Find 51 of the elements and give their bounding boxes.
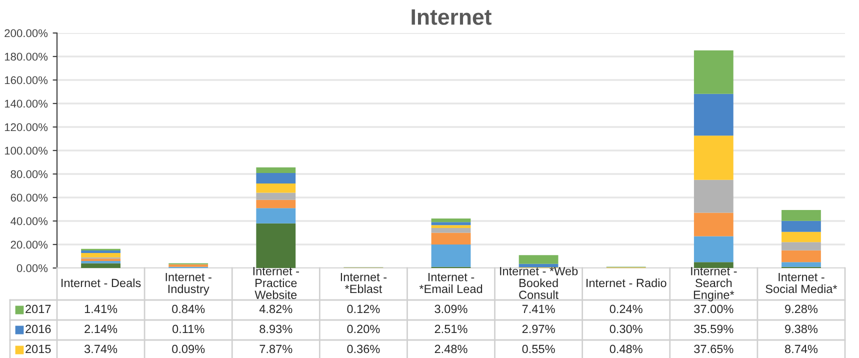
- x-tick-label: Internet - Industry: [166, 273, 212, 296]
- data-label: 4.82%: [259, 304, 292, 314]
- y-tick-label: 100.00%: [4, 146, 48, 155]
- data-label: 9.38%: [785, 324, 818, 334]
- data-label: 7.41%: [522, 304, 555, 314]
- data-label: 2.51%: [434, 324, 468, 334]
- data-label: 3.74%: [84, 344, 118, 354]
- data-label: 0.24%: [610, 304, 642, 314]
- data-label: 0.20%: [347, 324, 380, 334]
- y-tick-label: 140.00%: [4, 100, 48, 108]
- y-tick-label: 60.00%: [10, 194, 48, 202]
- data-label: 0.30%: [610, 324, 642, 334]
- data-label: 35.59%: [694, 324, 734, 334]
- x-tick-label: Internet - Deals: [62, 278, 141, 288]
- data-label: 37.00%: [694, 304, 734, 314]
- data-label: 9.28%: [785, 304, 818, 314]
- y-tick-label: 0.00%: [16, 264, 48, 272]
- y-tick-label: 20.00%: [10, 240, 48, 249]
- chart-title: Internet: [412, 9, 492, 25]
- y-tick-label: 80.00%: [10, 170, 48, 178]
- data-label: 37.65%: [694, 344, 734, 354]
- data-label: 2.14%: [84, 324, 118, 334]
- x-tick-label: Internet - *Eblast: [340, 273, 387, 294]
- x-tick-label: Internet - Practice Website: [253, 267, 299, 300]
- x-tick-label: Internet - *Web Booked Consult: [500, 266, 578, 300]
- y-tick-label: 200.00%: [4, 29, 48, 38]
- legend-label: 2015: [26, 344, 51, 354]
- data-label: 2.48%: [434, 344, 468, 354]
- data-label: 0.12%: [347, 304, 380, 314]
- data-label: 0.11%: [172, 324, 204, 334]
- y-tick-label: 40.00%: [10, 217, 48, 226]
- data-label: 0.84%: [172, 304, 205, 314]
- data-label: 0.36%: [347, 344, 380, 354]
- data-label: 7.87%: [260, 344, 292, 354]
- y-tick-label: 120.00%: [4, 123, 48, 132]
- data-label: 8.93%: [260, 324, 292, 334]
- data-label: 3.09%: [434, 304, 468, 314]
- x-tick-label: Internet - Search Engine*: [691, 267, 737, 302]
- data-label: 2.97%: [522, 324, 555, 334]
- legend-label: 2016: [26, 324, 51, 334]
- data-label: 0.09%: [172, 344, 205, 354]
- data-label: 0.55%: [522, 344, 555, 354]
- data-label: 1.41%: [84, 304, 118, 314]
- x-tick-label: Internet - Social Media*: [766, 273, 838, 294]
- x-tick-label: Internet - Radio: [586, 278, 666, 288]
- y-tick-label: 160.00%: [4, 76, 48, 84]
- data-label: 8.74%: [785, 344, 818, 354]
- legend-label: 2017: [26, 304, 51, 314]
- data-label: 0.48%: [610, 344, 642, 354]
- y-tick-label: 180.00%: [4, 52, 48, 61]
- x-tick-label: Internet - *Email Lead: [419, 273, 482, 294]
